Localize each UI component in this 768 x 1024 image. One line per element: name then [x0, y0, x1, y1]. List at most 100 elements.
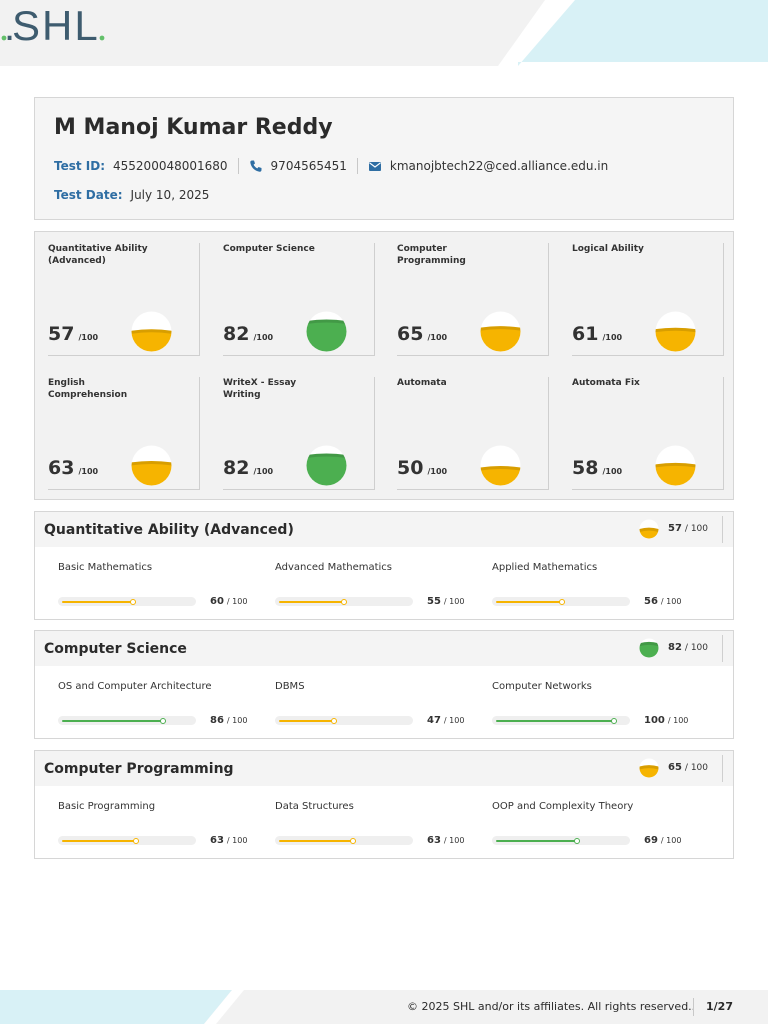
phone-icon	[249, 160, 262, 172]
score-tile-value: 63/100	[48, 457, 98, 479]
subscore-number: 63	[427, 835, 441, 846]
score-tile-title: WriteX - Essay Writing	[223, 378, 297, 400]
score-out-of: /100	[78, 467, 99, 476]
subscore-progress-bar	[492, 597, 630, 606]
subscore-progress-bar	[58, 716, 196, 725]
subscore-progress-bar	[492, 836, 630, 845]
section-badge	[639, 758, 659, 782]
score-value: 82	[223, 457, 250, 479]
subscore-out-of: / 100	[443, 716, 465, 725]
score-level-icon	[480, 445, 521, 486]
score-level-icon	[306, 445, 347, 486]
subscore-value: 86/ 100	[210, 715, 247, 726]
section-level-icon	[639, 638, 659, 658]
logo-text: SHL	[12, 2, 100, 48]
section-card: Computer Science 82/ 100 OS and Computer A…	[34, 630, 734, 739]
subscore-value: 63/ 100	[427, 835, 464, 846]
subscore-progress-bar	[58, 836, 196, 845]
subscore-progress-fill	[279, 720, 334, 722]
subscore-progress-bar	[275, 716, 413, 725]
section-header: Quantitative Ability (Advanced) 57/ 100	[35, 512, 733, 547]
score-out-of: /100	[78, 333, 99, 342]
subscore-value: 69/ 100	[644, 835, 681, 846]
score-out-of: /100	[253, 333, 274, 342]
score-tile[interactable]: English Comprehension 63/100	[48, 377, 200, 490]
subscore-label: OS and Computer Architecture	[58, 681, 212, 692]
score-level-icon	[131, 311, 172, 352]
logo-dot-left-mark	[1, 35, 7, 41]
score-badge	[655, 311, 696, 356]
subscore-number: 55	[427, 596, 441, 607]
score-value: 61	[572, 323, 599, 345]
subscore-progress-fill	[62, 720, 163, 722]
subscore-value: 63/ 100	[210, 835, 247, 846]
subscore-out-of: / 100	[443, 836, 465, 845]
score-badge	[480, 311, 521, 356]
score-tile[interactable]: WriteX - Essay Writing 82/100	[223, 377, 375, 490]
subscore-number: 56	[644, 596, 658, 607]
section-score-out-of: / 100	[684, 643, 708, 653]
section-score-value: 57	[668, 523, 682, 534]
subscore-marker	[350, 838, 356, 844]
subscore: DBMS 47/ 100	[275, 681, 475, 726]
shl-logo: . SHL	[1, 2, 105, 48]
subscore-out-of: / 100	[226, 716, 248, 725]
score-tile[interactable]: Computer Programming 65/100	[397, 243, 549, 356]
subscore-label: Basic Mathematics	[58, 562, 153, 573]
subscore: Applied Mathematics 56/ 100	[492, 562, 692, 607]
subscore: Basic Mathematics 60/ 100	[58, 562, 258, 607]
score-tile-title: Automata	[397, 378, 447, 388]
phone-value: 9704565451	[270, 159, 347, 173]
divider	[237, 158, 239, 174]
subscore-number: 86	[210, 715, 224, 726]
score-tile[interactable]: Logical Ability 61/100	[572, 243, 724, 356]
candidate-info-row: Test ID: 455200048001680 9704565451 kman…	[54, 157, 608, 175]
subscore-out-of: / 100	[660, 836, 682, 845]
test-date-label: Test Date:	[54, 188, 123, 202]
subscore-progress-fill	[496, 840, 577, 842]
score-tile[interactable]: Computer Science 82/100	[223, 243, 375, 356]
score-value: 82	[223, 323, 250, 345]
page-number: 1/27	[706, 1000, 733, 1013]
score-tile-value: 57/100	[48, 323, 98, 345]
score-badge	[480, 445, 521, 490]
score-tile-value: 50/100	[397, 457, 447, 479]
score-value: 63	[48, 457, 75, 479]
section-score-out-of: / 100	[684, 524, 708, 534]
logo-dot-right	[99, 35, 105, 41]
score-tile[interactable]: Quantitative Ability (Advanced) 57/100	[48, 243, 200, 356]
subscore-label: Data Structures	[275, 801, 354, 812]
subscore-number: 69	[644, 835, 658, 846]
section-score-value: 65	[668, 762, 682, 773]
subscore-marker	[341, 599, 347, 605]
score-tile[interactable]: Automata Fix 58/100	[572, 377, 724, 490]
subscore-out-of: / 100	[443, 597, 465, 606]
section-divider	[722, 635, 723, 662]
score-out-of: /100	[253, 467, 274, 476]
section-card: Computer Programming 65/ 100 Basic Program…	[34, 750, 734, 859]
copyright-text: © 2025 SHL and/or its affiliates. All ri…	[407, 1000, 696, 1013]
candidate-card: M Manoj Kumar Reddy Test ID: 45520004800…	[34, 97, 734, 220]
subscore-out-of: / 100	[667, 716, 689, 725]
email-value[interactable]: kmanojbtech22@ced.alliance.edu.in	[389, 159, 609, 173]
score-tile-title: Logical Ability	[572, 244, 644, 254]
subscore-progress-fill	[496, 720, 614, 722]
subscore-progress-fill	[279, 601, 344, 603]
subscore-progress-fill	[279, 840, 353, 842]
subscore-out-of: / 100	[226, 597, 248, 606]
score-tile-title: English Comprehension	[48, 378, 128, 400]
footer: © 2025 SHL and/or its affiliates. All ri…	[0, 990, 768, 1024]
score-out-of: /100	[427, 467, 448, 476]
score-badge	[306, 311, 347, 356]
section-badge	[639, 638, 659, 662]
score-tile-value: 58/100	[572, 457, 622, 479]
subscore-progress-fill	[496, 601, 562, 603]
subscore: Data Structures 63/ 100	[275, 801, 475, 846]
subscore-number: 100	[644, 715, 665, 726]
section-score-value: 82	[668, 642, 682, 653]
subscore-marker	[611, 718, 617, 724]
score-tile-value: 82/100	[223, 323, 273, 345]
subscore-marker	[331, 718, 337, 724]
score-tile-title: Computer Programming	[397, 244, 466, 266]
score-tile[interactable]: Automata 50/100	[397, 377, 549, 490]
